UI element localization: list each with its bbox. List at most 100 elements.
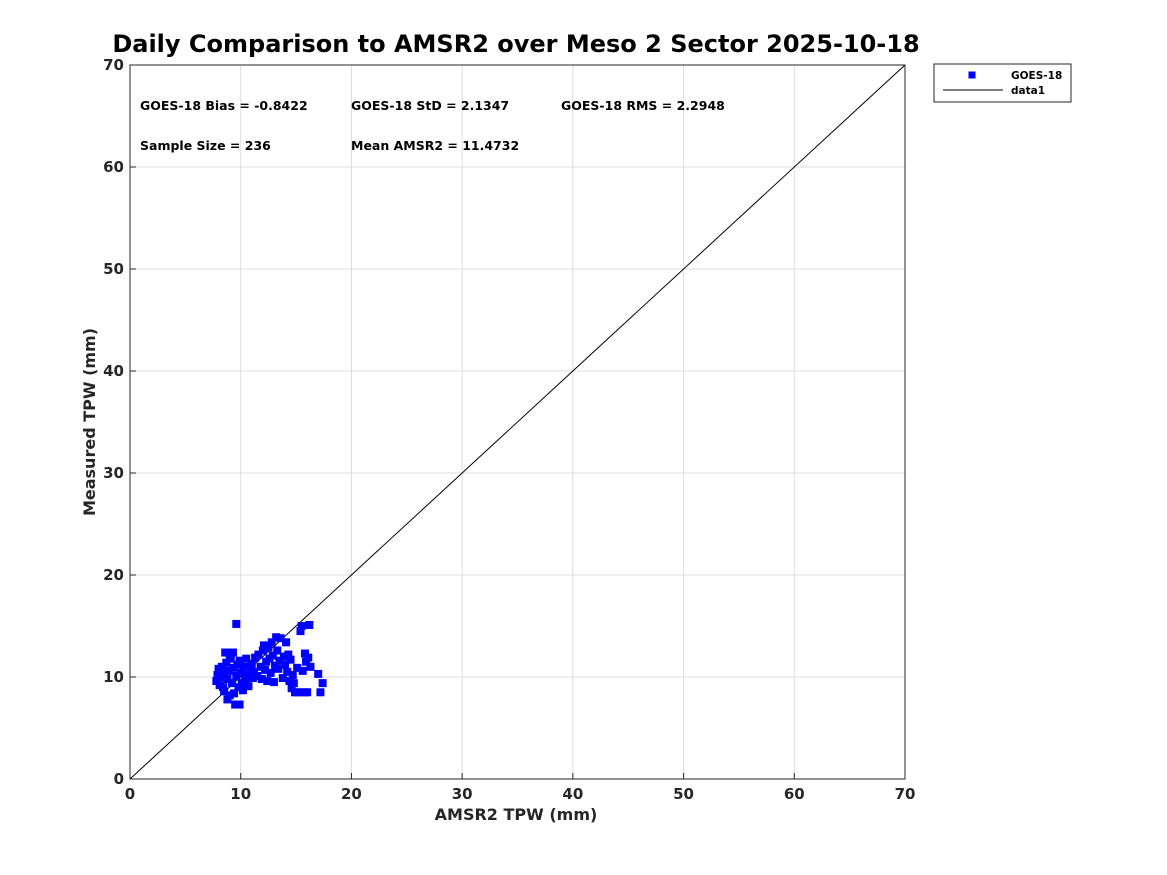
y-axis-ticks: 0 10 20 30 40 50 60 70	[103, 56, 136, 788]
data-point	[240, 662, 249, 671]
data-point	[296, 627, 305, 636]
data-point	[228, 663, 237, 672]
data-point	[285, 677, 294, 686]
data-point	[286, 655, 295, 664]
x-tick-label: 0	[125, 785, 135, 803]
x-tick-label: 10	[230, 785, 251, 803]
data-point	[268, 651, 277, 660]
data-point	[318, 679, 327, 688]
plot-area	[129, 64, 906, 780]
legend-label-goes18: GOES-18	[1011, 70, 1062, 82]
y-tick-label: 40	[103, 362, 124, 380]
data-point	[276, 634, 285, 643]
x-tick-label: 70	[895, 785, 916, 803]
data-point	[223, 695, 232, 704]
x-tick-label: 60	[784, 785, 805, 803]
data-point	[235, 700, 244, 709]
legend-label-data1: data1	[1011, 85, 1045, 97]
data-point	[264, 643, 273, 652]
data-point	[257, 675, 266, 684]
data-point	[289, 679, 298, 688]
data-point	[304, 653, 313, 662]
data-point	[217, 662, 226, 671]
legend-box	[933, 63, 1072, 103]
data-point	[298, 666, 307, 675]
y-tick-label: 50	[103, 260, 124, 278]
data-point	[232, 671, 241, 680]
data-point	[284, 650, 293, 659]
stats-annotations: GOES-18 Bias = -0.8422 GOES-18 StD = 2.1…	[140, 98, 725, 153]
data-point	[234, 683, 243, 692]
one-to-one-line	[129, 64, 906, 780]
data-point	[248, 674, 257, 683]
chart-title: Daily Comparison to AMSR2 over Meso 2 Se…	[112, 30, 919, 58]
data-point	[266, 668, 275, 677]
y-tick-label: 30	[103, 464, 124, 482]
data-point	[232, 619, 241, 628]
data-point	[267, 638, 276, 647]
data-point	[220, 687, 229, 696]
data-point	[273, 646, 282, 655]
data-point	[279, 652, 288, 661]
data-point	[254, 650, 263, 659]
data-point	[241, 676, 250, 685]
data-point	[216, 673, 225, 681]
data-point	[212, 677, 221, 686]
y-tick-label: 10	[103, 668, 124, 686]
x-tick-label: 30	[452, 785, 473, 803]
data-point	[235, 656, 244, 665]
plot-border	[129, 64, 906, 780]
data-point	[306, 662, 315, 671]
data-point	[293, 663, 302, 672]
data-point	[314, 669, 323, 678]
data-point	[224, 666, 233, 675]
data-point	[231, 700, 240, 709]
data-point	[261, 665, 270, 674]
data-point	[283, 667, 292, 676]
data-point	[258, 646, 267, 655]
data-point	[219, 683, 227, 692]
y-tick-label: 70	[103, 56, 124, 74]
data-point	[287, 684, 296, 693]
data-point	[225, 691, 234, 700]
data-point	[259, 641, 268, 650]
data-point	[303, 688, 312, 697]
data-point	[302, 657, 311, 666]
data-point	[281, 660, 289, 669]
data-point	[247, 659, 256, 668]
x-axis-label: AMSR2 TPW (mm)	[435, 805, 598, 824]
data-point	[256, 662, 265, 671]
grid	[130, 65, 905, 779]
legend-marker-goes18	[968, 71, 976, 79]
one-to-one-line-layer	[129, 64, 906, 780]
data-point	[227, 679, 236, 688]
x-axis-ticks: 0 10 20 30 40 50 60 70	[125, 773, 916, 803]
data-point	[275, 656, 284, 665]
data-point	[294, 688, 303, 697]
stat-bias: GOES-18 Bias = -0.8422	[140, 98, 308, 113]
data-point	[244, 682, 253, 691]
data-point	[236, 668, 245, 677]
stat-rms: GOES-18 RMS = 2.2948	[561, 98, 725, 113]
data-point	[221, 648, 230, 657]
data-point	[223, 675, 232, 684]
data-point	[269, 678, 278, 687]
data-point	[243, 670, 252, 679]
data-point	[238, 686, 247, 695]
data-point	[253, 671, 262, 680]
data-point	[274, 664, 283, 673]
x-tick-label: 40	[562, 785, 583, 803]
x-tick-label: 50	[673, 785, 694, 803]
data-point	[242, 654, 251, 663]
stat-mean: Mean AMSR2 = 11.4732	[351, 138, 519, 153]
data-point	[222, 658, 231, 667]
data-point	[230, 689, 239, 698]
data-point	[226, 654, 235, 663]
data-point	[250, 667, 258, 676]
data-point	[297, 622, 306, 630]
data-point	[263, 677, 272, 686]
x-tick-label: 20	[341, 785, 362, 803]
data-point	[316, 688, 325, 697]
y-tick-label: 0	[114, 770, 124, 788]
